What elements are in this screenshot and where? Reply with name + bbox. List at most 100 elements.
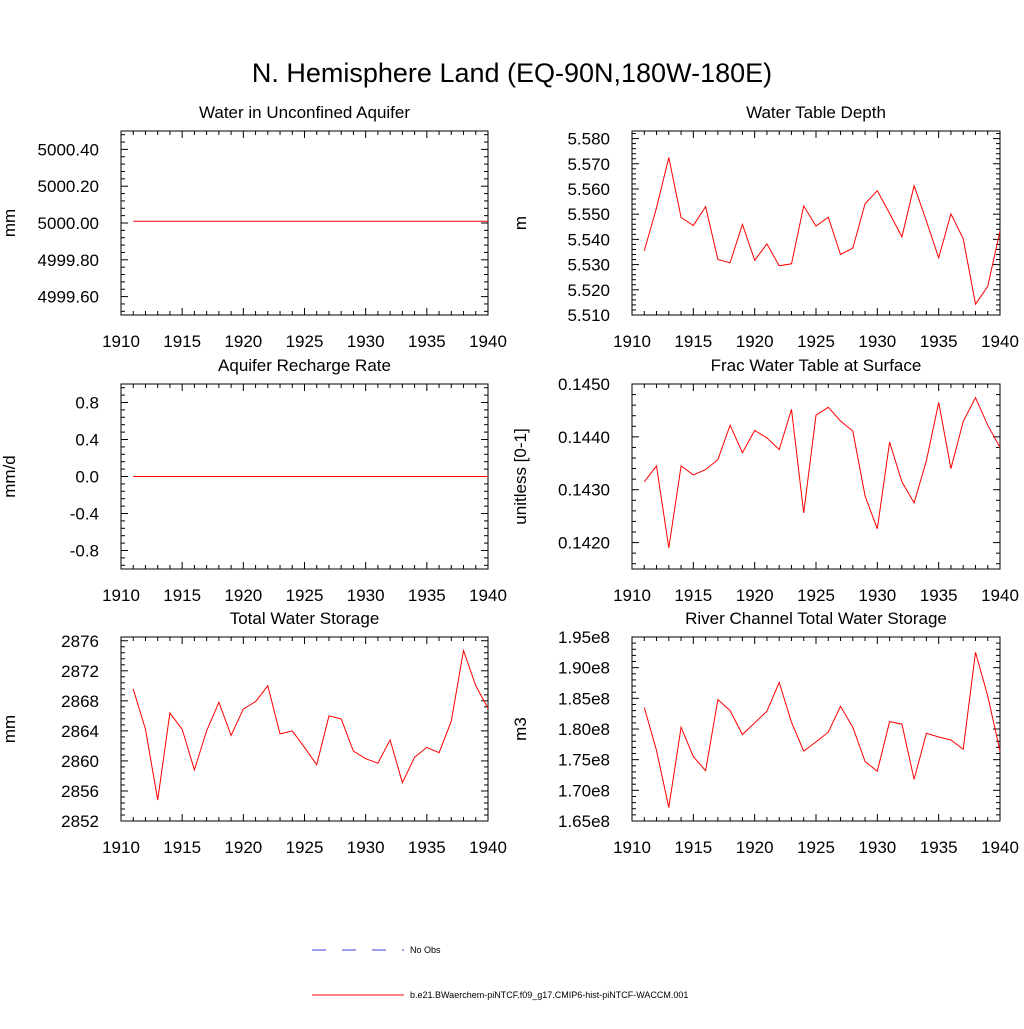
x-tick-label: 1920 (224, 838, 262, 857)
x-tick-label: 1910 (102, 332, 140, 351)
y-tick-label: 5000.40 (38, 140, 99, 159)
chart-panel-5: Total Water Storage mm 1910 1915 1920 1925 193… (0, 609, 507, 857)
y-axis-label: mm (0, 715, 19, 743)
x-tick-label: 1935 (408, 332, 446, 351)
x-tick-label: 1910 (613, 332, 651, 351)
x-tick-label: 1935 (408, 586, 446, 605)
y-tick-label: 4999.80 (38, 251, 99, 270)
x-tick-label: 1910 (613, 586, 651, 605)
x-tick-label: 1920 (736, 586, 774, 605)
x-tick-label: 1925 (286, 838, 324, 857)
x-tick-label: 1930 (858, 586, 896, 605)
x-tick-label: 1935 (920, 838, 958, 857)
x-tick-label: 1940 (981, 586, 1019, 605)
chart-title: Total Water Storage (230, 609, 380, 628)
y-tick-label: 5000.20 (38, 177, 99, 196)
y-tick-label: 2876 (61, 632, 99, 651)
y-tick-label: 0.1420 (558, 534, 610, 553)
y-tick-label: 0.8 (75, 394, 99, 413)
x-tick-label: 1920 (736, 838, 774, 857)
y-axis-label: mm (0, 209, 19, 237)
x-tick-label: 1925 (286, 332, 324, 351)
x-tick-label: 1920 (224, 332, 262, 351)
x-tick-label: 1910 (102, 838, 140, 857)
x-tick-label: 1925 (286, 586, 324, 605)
x-tick-label: 1920 (224, 586, 262, 605)
y-tick-label: 2872 (61, 662, 99, 681)
y-tick-label: 5.550 (567, 205, 610, 224)
legend-label-no-obs: No Obs (410, 945, 441, 955)
x-tick-label: 1935 (408, 838, 446, 857)
y-tick-label: 2856 (61, 782, 99, 801)
legend-label-model: b.e21.BWaerchem-piNTCF.f09_g17.CMIP6-his… (410, 990, 688, 1000)
y-tick-label: -0.4 (70, 505, 99, 524)
y-tick-label: 2868 (61, 692, 99, 711)
plot-frame (631, 130, 1001, 316)
chart-title: Water Table Depth (746, 103, 886, 122)
y-axis-label: mm/d (0, 455, 19, 498)
y-tick-label: 1.80e8 (558, 720, 610, 739)
legend: No Obs b.e21.BWaerchem-piNTCF.f09_g17.CM… (312, 945, 688, 1000)
y-tick-label: -0.8 (70, 542, 99, 561)
chart-panel-2: Water Table Depth m 1910 1915 1920 1925 1930 19… (511, 103, 1019, 351)
x-tick-label: 1910 (102, 586, 140, 605)
y-tick-label: 2852 (61, 812, 99, 831)
x-tick-label: 1915 (163, 838, 201, 857)
y-axis-label: unitless [0-1] (511, 428, 530, 524)
chart-panel-1: Water in Unconfined Aquifer mm 1910 1915 192… (0, 103, 507, 351)
y-tick-label: 5000.00 (38, 214, 99, 233)
x-tick-label: 1940 (981, 332, 1019, 351)
x-tick-label: 1940 (469, 332, 507, 351)
chart-panel-4: Frac Water Table at Surface unitless [0-1… (511, 356, 1019, 605)
y-tick-label: 5.520 (567, 281, 610, 300)
chart-title: Frac Water Table at Surface (711, 356, 922, 375)
y-tick-label: 1.75e8 (558, 751, 610, 770)
x-tick-label: 1915 (674, 838, 712, 857)
series-line (643, 396, 1001, 548)
plot-frame (631, 383, 1001, 570)
y-tick-label: 0.1450 (558, 375, 610, 394)
x-tick-label: 1920 (736, 332, 774, 351)
y-tick-label: 5.580 (567, 130, 610, 149)
x-tick-label: 1910 (613, 838, 651, 857)
y-tick-label: 5.540 (567, 230, 610, 249)
y-tick-label: 5.570 (567, 155, 610, 174)
x-tick-label: 1940 (981, 838, 1019, 857)
chart-title: Water in Unconfined Aquifer (199, 103, 410, 122)
y-tick-label: 1.90e8 (558, 659, 610, 678)
series-line (132, 648, 489, 801)
plot-frame (120, 636, 489, 822)
y-tick-label: 0.4 (75, 431, 99, 450)
chart-title: Aquifer Recharge Rate (218, 356, 391, 375)
chart-panel-3: Aquifer Recharge Rate mm/d 1910 1915 1920 192… (0, 356, 507, 605)
x-tick-label: 1915 (674, 332, 712, 351)
y-tick-label: 2864 (61, 722, 99, 741)
x-tick-label: 1930 (858, 838, 896, 857)
x-tick-label: 1930 (347, 838, 385, 857)
x-tick-label: 1940 (469, 838, 507, 857)
series-line (643, 157, 1001, 306)
x-tick-label: 1915 (674, 586, 712, 605)
x-tick-label: 1915 (163, 586, 201, 605)
chart-title: River Channel Total Water Storage (685, 609, 947, 628)
plot-frame (631, 636, 1001, 822)
y-tick-label: 1.65e8 (558, 812, 610, 831)
y-tick-label: 0.1430 (558, 481, 610, 500)
x-tick-label: 1940 (469, 586, 507, 605)
x-tick-label: 1935 (920, 586, 958, 605)
x-tick-label: 1925 (797, 838, 835, 857)
y-tick-label: 1.85e8 (558, 689, 610, 708)
y-tick-label: 5.530 (567, 256, 610, 275)
y-tick-label: 1.95e8 (558, 628, 610, 647)
y-tick-label: 1.70e8 (558, 781, 610, 800)
y-tick-label: 4999.60 (38, 288, 99, 307)
y-tick-label: 0.0 (75, 468, 99, 487)
y-tick-label: 2860 (61, 752, 99, 771)
x-tick-label: 1930 (858, 332, 896, 351)
x-tick-label: 1915 (163, 332, 201, 351)
figure-title: N. Hemisphere Land (EQ-90N,180W-180E) (252, 58, 772, 88)
x-tick-label: 1925 (797, 586, 835, 605)
